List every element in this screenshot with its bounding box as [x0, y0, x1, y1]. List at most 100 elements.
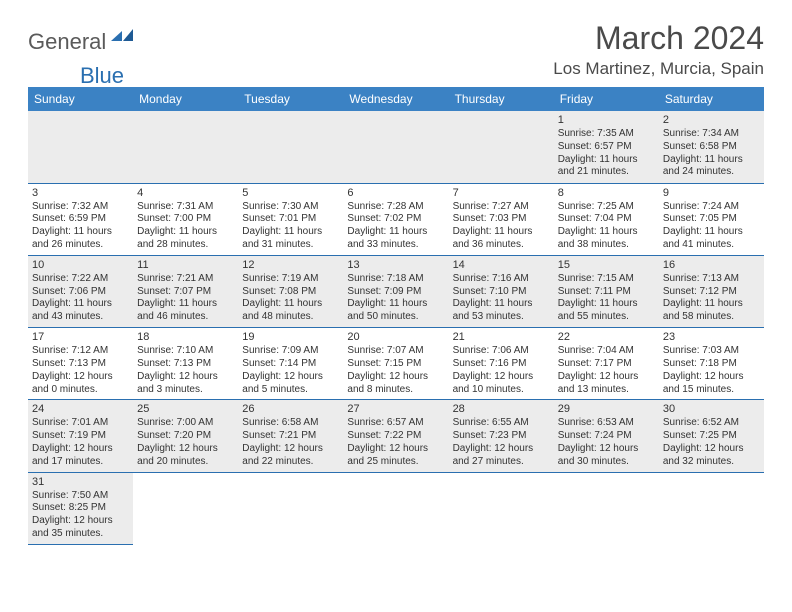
logo-text-general: General — [28, 29, 106, 55]
daylight-line: Daylight: 12 hours and 0 minutes. — [32, 371, 129, 397]
daylight-line: Daylight: 11 hours and 55 minutes. — [558, 298, 655, 324]
sunrise-line: Sunrise: 6:55 AM — [453, 417, 550, 430]
day-number: 29 — [558, 402, 655, 416]
sunset-line: Sunset: 7:17 PM — [558, 358, 655, 371]
calendar-cell — [133, 111, 238, 183]
day-number: 3 — [32, 186, 129, 200]
calendar-cell: 6Sunrise: 7:28 AMSunset: 7:02 PMDaylight… — [343, 183, 448, 255]
col-saturday: Saturday — [659, 87, 764, 111]
sunrise-line: Sunrise: 7:01 AM — [32, 417, 129, 430]
day-number: 14 — [453, 258, 550, 272]
sunrise-line: Sunrise: 7:16 AM — [453, 273, 550, 286]
sunrise-line: Sunrise: 7:10 AM — [137, 345, 234, 358]
col-tuesday: Tuesday — [238, 87, 343, 111]
daylight-line: Daylight: 12 hours and 22 minutes. — [242, 443, 339, 469]
sunset-line: Sunset: 7:23 PM — [453, 430, 550, 443]
month-title: March 2024 — [553, 20, 764, 57]
title-block: March 2024 Los Martinez, Murcia, Spain — [553, 20, 764, 79]
daylight-line: Daylight: 11 hours and 24 minutes. — [663, 154, 760, 180]
sunrise-line: Sunrise: 7:09 AM — [242, 345, 339, 358]
daylight-line: Daylight: 11 hours and 33 minutes. — [347, 226, 444, 252]
day-number: 22 — [558, 330, 655, 344]
daylight-line: Daylight: 12 hours and 32 minutes. — [663, 443, 760, 469]
sunrise-line: Sunrise: 7:07 AM — [347, 345, 444, 358]
col-sunday: Sunday — [28, 87, 133, 111]
calendar-cell: 28Sunrise: 6:55 AMSunset: 7:23 PMDayligh… — [449, 400, 554, 472]
sunset-line: Sunset: 6:59 PM — [32, 213, 129, 226]
sunrise-line: Sunrise: 7:50 AM — [32, 490, 129, 503]
day-number: 24 — [32, 402, 129, 416]
calendar-cell — [449, 111, 554, 183]
calendar-cell: 21Sunrise: 7:06 AMSunset: 7:16 PMDayligh… — [449, 328, 554, 400]
sunset-line: Sunset: 7:15 PM — [347, 358, 444, 371]
calendar-cell: 29Sunrise: 6:53 AMSunset: 7:24 PMDayligh… — [554, 400, 659, 472]
calendar-row: 1Sunrise: 7:35 AMSunset: 6:57 PMDaylight… — [28, 111, 764, 183]
sunset-line: Sunset: 7:24 PM — [558, 430, 655, 443]
calendar-cell — [343, 472, 448, 544]
calendar-cell — [28, 111, 133, 183]
calendar-cell: 3Sunrise: 7:32 AMSunset: 6:59 PMDaylight… — [28, 183, 133, 255]
sunrise-line: Sunrise: 7:12 AM — [32, 345, 129, 358]
daylight-line: Daylight: 12 hours and 13 minutes. — [558, 371, 655, 397]
calendar-cell: 17Sunrise: 7:12 AMSunset: 7:13 PMDayligh… — [28, 328, 133, 400]
sunset-line: Sunset: 7:10 PM — [453, 286, 550, 299]
day-number: 11 — [137, 258, 234, 272]
day-number: 31 — [32, 475, 129, 489]
daylight-line: Daylight: 12 hours and 5 minutes. — [242, 371, 339, 397]
sunrise-line: Sunrise: 6:53 AM — [558, 417, 655, 430]
sunrise-line: Sunrise: 7:03 AM — [663, 345, 760, 358]
sunrise-line: Sunrise: 6:57 AM — [347, 417, 444, 430]
day-number: 17 — [32, 330, 129, 344]
calendar-cell: 9Sunrise: 7:24 AMSunset: 7:05 PMDaylight… — [659, 183, 764, 255]
sunset-line: Sunset: 7:09 PM — [347, 286, 444, 299]
calendar-cell: 5Sunrise: 7:30 AMSunset: 7:01 PMDaylight… — [238, 183, 343, 255]
sunrise-line: Sunrise: 7:32 AM — [32, 201, 129, 214]
calendar-cell: 8Sunrise: 7:25 AMSunset: 7:04 PMDaylight… — [554, 183, 659, 255]
calendar-cell — [238, 111, 343, 183]
sunrise-line: Sunrise: 7:31 AM — [137, 201, 234, 214]
calendar-cell: 16Sunrise: 7:13 AMSunset: 7:12 PMDayligh… — [659, 255, 764, 327]
daylight-line: Daylight: 11 hours and 38 minutes. — [558, 226, 655, 252]
col-thursday: Thursday — [449, 87, 554, 111]
calendar-cell — [554, 472, 659, 544]
calendar-cell: 13Sunrise: 7:18 AMSunset: 7:09 PMDayligh… — [343, 255, 448, 327]
sunset-line: Sunset: 8:25 PM — [32, 502, 129, 515]
daylight-line: Daylight: 12 hours and 3 minutes. — [137, 371, 234, 397]
sunrise-line: Sunrise: 7:21 AM — [137, 273, 234, 286]
sunrise-line: Sunrise: 7:35 AM — [558, 128, 655, 141]
sunset-line: Sunset: 7:05 PM — [663, 213, 760, 226]
daylight-line: Daylight: 11 hours and 36 minutes. — [453, 226, 550, 252]
sunrise-line: Sunrise: 7:18 AM — [347, 273, 444, 286]
sunset-line: Sunset: 7:11 PM — [558, 286, 655, 299]
calendar-cell: 10Sunrise: 7:22 AMSunset: 7:06 PMDayligh… — [28, 255, 133, 327]
day-number: 13 — [347, 258, 444, 272]
sunrise-line: Sunrise: 7:28 AM — [347, 201, 444, 214]
sunset-line: Sunset: 6:57 PM — [558, 141, 655, 154]
daylight-line: Daylight: 11 hours and 26 minutes. — [32, 226, 129, 252]
calendar-body: 1Sunrise: 7:35 AMSunset: 6:57 PMDaylight… — [28, 111, 764, 544]
daylight-line: Daylight: 11 hours and 46 minutes. — [137, 298, 234, 324]
calendar-cell — [659, 472, 764, 544]
sunrise-line: Sunrise: 7:15 AM — [558, 273, 655, 286]
day-number: 4 — [137, 186, 234, 200]
daylight-line: Daylight: 12 hours and 35 minutes. — [32, 515, 129, 541]
sunset-line: Sunset: 6:58 PM — [663, 141, 760, 154]
col-friday: Friday — [554, 87, 659, 111]
sunset-line: Sunset: 7:02 PM — [347, 213, 444, 226]
daylight-line: Daylight: 11 hours and 41 minutes. — [663, 226, 760, 252]
sunset-line: Sunset: 7:03 PM — [453, 213, 550, 226]
day-number: 27 — [347, 402, 444, 416]
sunset-line: Sunset: 7:14 PM — [242, 358, 339, 371]
calendar-row: 10Sunrise: 7:22 AMSunset: 7:06 PMDayligh… — [28, 255, 764, 327]
calendar-cell: 20Sunrise: 7:07 AMSunset: 7:15 PMDayligh… — [343, 328, 448, 400]
calendar-cell: 26Sunrise: 6:58 AMSunset: 7:21 PMDayligh… — [238, 400, 343, 472]
sunrise-line: Sunrise: 7:25 AM — [558, 201, 655, 214]
day-number: 26 — [242, 402, 339, 416]
col-wednesday: Wednesday — [343, 87, 448, 111]
day-number: 7 — [453, 186, 550, 200]
daylight-line: Daylight: 11 hours and 28 minutes. — [137, 226, 234, 252]
sunrise-line: Sunrise: 7:22 AM — [32, 273, 129, 286]
daylight-line: Daylight: 11 hours and 53 minutes. — [453, 298, 550, 324]
sunrise-line: Sunrise: 7:30 AM — [242, 201, 339, 214]
calendar-cell: 7Sunrise: 7:27 AMSunset: 7:03 PMDaylight… — [449, 183, 554, 255]
